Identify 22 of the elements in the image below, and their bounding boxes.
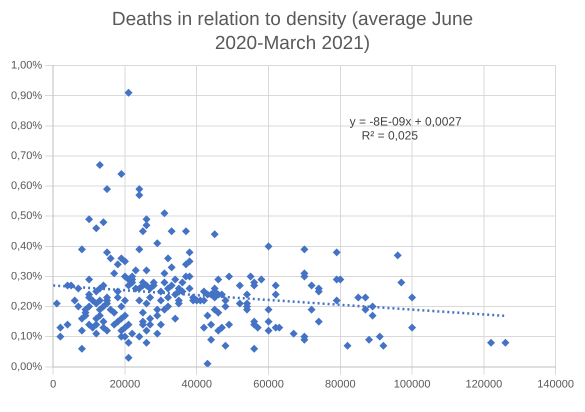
y-tick-label: 0,60% bbox=[10, 180, 42, 192]
y-tick-label: 0,40% bbox=[10, 240, 42, 252]
x-tick-label: 60000 bbox=[253, 378, 284, 390]
x-tick-label: 80000 bbox=[325, 378, 356, 390]
x-tick-label: 140000 bbox=[537, 378, 574, 390]
y-tick-label: 0,00% bbox=[10, 360, 42, 373]
x-tick-label: 0 bbox=[50, 378, 56, 390]
x-tick-label: 40000 bbox=[181, 378, 212, 390]
y-tick-label: 0,80% bbox=[10, 120, 42, 132]
y-tick-label: 0,50% bbox=[10, 210, 42, 222]
x-tick-label: 120000 bbox=[466, 378, 502, 390]
y-tick-label: 0,30% bbox=[10, 270, 42, 282]
y-tick-label: 0,90% bbox=[10, 90, 42, 102]
annotation: y = -8E-09x + 0,0027 bbox=[350, 114, 462, 129]
chart-title: Deaths in relation to density (average June 2020-March 2021) bbox=[110, 8, 474, 56]
y-tick-label: 1,00% bbox=[10, 60, 42, 72]
y-tick-label: 0,20% bbox=[10, 300, 42, 313]
annotation: R² = 0,025 bbox=[362, 128, 418, 143]
x-tick-label: 100000 bbox=[394, 378, 430, 390]
x-tick-label: 20000 bbox=[110, 378, 140, 390]
y-tick-label: 0,10% bbox=[10, 330, 42, 343]
y-tick-label: 0,70% bbox=[10, 150, 42, 162]
